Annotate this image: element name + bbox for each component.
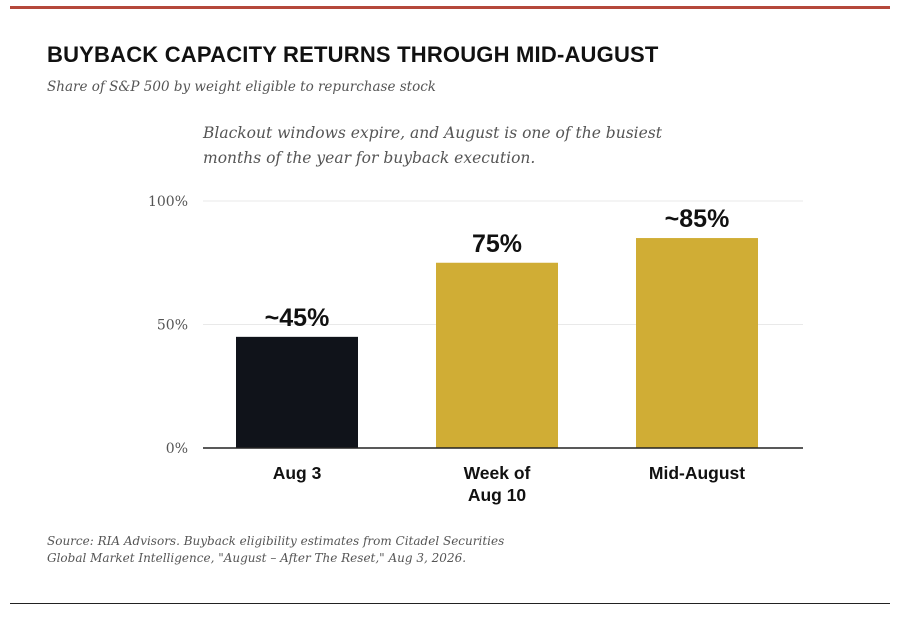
annotation-line-2: months of the year for buyback execution… <box>203 149 536 167</box>
category-label-1-0: Week of <box>464 463 531 483</box>
bar-2 <box>636 238 758 448</box>
chart-annotation: Blackout windows expire, and August is o… <box>203 121 693 171</box>
bottom-rule <box>10 603 890 604</box>
y-tick-label-0: 0% <box>166 441 188 457</box>
chart-subtitle: Share of S&P 500 by weight eligible to r… <box>47 79 436 95</box>
chart-title: BUYBACK CAPACITY RETURNS THROUGH MID-AUG… <box>47 42 659 67</box>
category-label-0-0: Aug 3 <box>273 463 322 483</box>
category-label-2-0: Mid-August <box>649 463 745 483</box>
data-label-0: ~45% <box>265 304 330 332</box>
y-tick-label-50: 50% <box>157 318 188 334</box>
category-label-1-1: Aug 10 <box>468 485 527 505</box>
data-label-2: ~85% <box>665 205 730 233</box>
data-label-1: 75% <box>472 230 522 258</box>
bar-1 <box>436 262 558 448</box>
source-note: Source: RIA Advisors. Buyback eligibilit… <box>47 533 567 567</box>
annotation-line-1: Blackout windows expire, and August is o… <box>203 124 662 142</box>
top-accent-rule <box>10 6 890 9</box>
y-tick-label-100: 100% <box>148 194 188 210</box>
source-line-2: Global Market Intelligence, "August – Af… <box>47 551 467 565</box>
source-line-1: Source: RIA Advisors. Buyback eligibilit… <box>47 534 505 548</box>
bar-0 <box>236 336 358 448</box>
